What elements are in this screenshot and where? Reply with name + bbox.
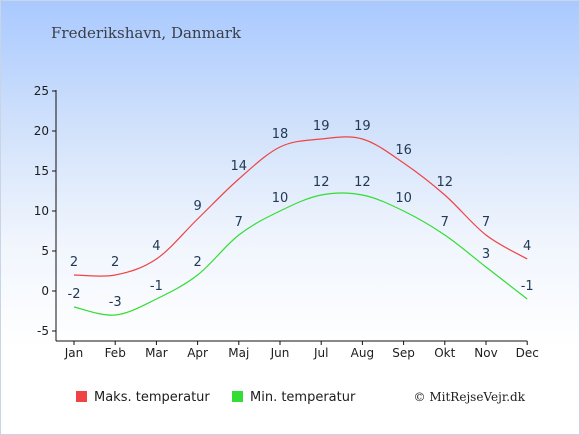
data-label-min: 2 [193,255,201,270]
data-label-min: 12 [313,175,330,190]
series-line-min [73,192,528,316]
y-tick-label: 10 [34,204,49,218]
legend: Maks. temperatur Min. temperatur [76,390,356,405]
chart-title: Frederikshavn, Danmark [51,24,242,42]
data-label-max: 2 [70,255,78,270]
data-label-min: -3 [109,295,122,310]
data-label-max: 4 [152,239,160,254]
data-label-max: 19 [354,119,371,134]
y-tick-label: -5 [37,324,49,338]
data-label-min: 7 [235,215,243,230]
series-lines [73,136,528,316]
data-label-max: 2 [111,255,119,270]
data-label-max: 18 [272,127,289,142]
x-tick-label: Apr [187,346,208,360]
data-label-max: 14 [231,159,248,174]
y-tick-label: 20 [34,124,49,138]
data-label-max: 19 [313,119,330,134]
y-tick-label: 25 [34,84,49,98]
data-label-min: 3 [482,247,490,262]
data-label-min: 10 [395,191,412,206]
x-tick-label: Nov [474,346,497,360]
x-tick-label: Jul [313,346,328,360]
x-tick-label: Sep [392,346,415,360]
legend-label-min: Min. temperatur [250,390,356,405]
legend-swatch-min [232,391,243,402]
legend-swatch-max [76,391,87,402]
data-label-min: -2 [68,287,81,302]
y-tick-label: 0 [41,284,49,298]
data-label-max: 9 [193,199,201,214]
x-tick-label: Mar [145,346,168,360]
y-tick-label: 5 [41,244,49,258]
x-tick-label: Maj [228,346,249,360]
data-label-min: 10 [272,191,289,206]
data-label-max: 12 [437,175,454,190]
x-tick-label: Okt [434,346,455,360]
data-label-min: -1 [150,279,163,294]
x-tick-label: Feb [105,346,126,360]
credit-text: © MitRejseVejr.dk [414,390,526,404]
x-tick-label: Jan [64,346,84,360]
series-line-max [73,136,528,277]
data-label-max: 4 [523,239,531,254]
data-label-max: 7 [482,215,490,230]
x-tick-label: Aug [351,346,374,360]
data-label-max: 16 [395,143,412,158]
y-tick-label: 15 [34,164,49,178]
data-labels: 2 2 4 9 14 18 19 19 16 12 7 4 -2 -3 -1 2 7 10 12 12 10 7 3 -1 [68,119,534,310]
data-label-min: 7 [441,215,449,230]
x-tick-label: Dec [516,346,539,360]
axes: -5 0 5 10 15 20 25 Jan Feb Mar Apr Maj Jun Jul Aug Sep O… [34,84,539,360]
x-tick-label: Jun [270,346,290,360]
legend-label-max: Maks. temperatur [94,390,210,405]
data-label-min: 12 [354,175,371,190]
data-label-min: -1 [521,279,534,294]
